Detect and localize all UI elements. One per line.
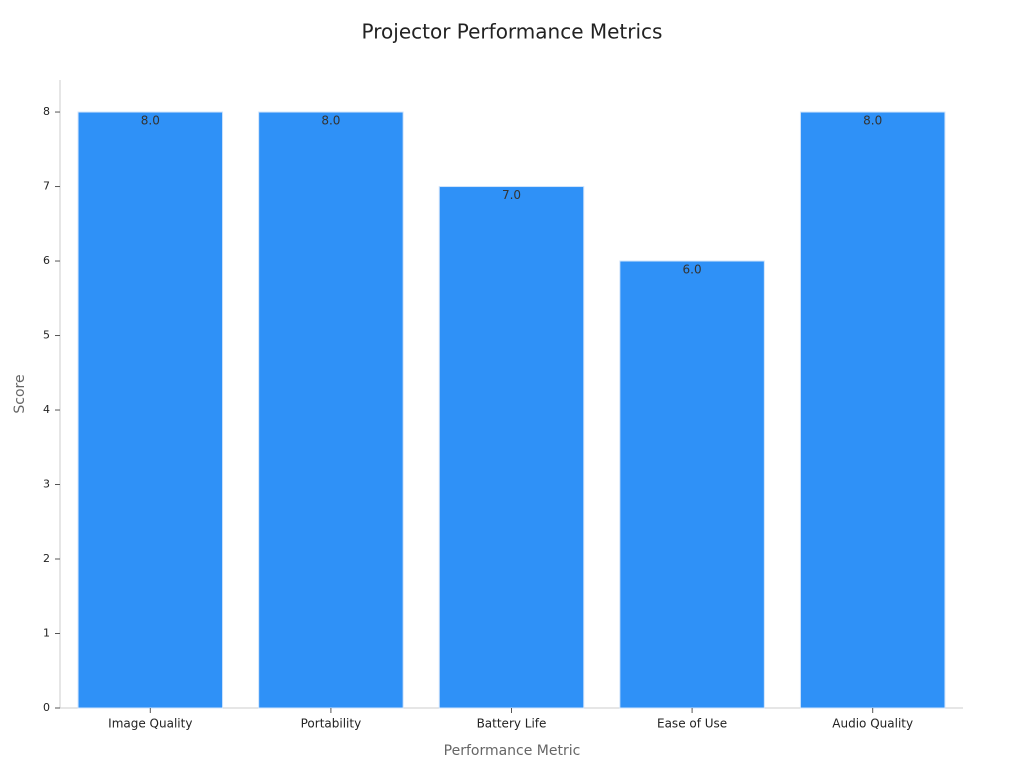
value-label: 7.0 bbox=[502, 188, 521, 202]
value-label: 6.0 bbox=[683, 263, 702, 277]
x-tick-label: Portability bbox=[301, 717, 362, 731]
bar bbox=[799, 111, 946, 709]
y-tick-label: 0 bbox=[43, 701, 50, 714]
y-tick-label: 8 bbox=[43, 105, 50, 118]
y-tick-label: 5 bbox=[43, 329, 50, 342]
y-tick-label: 3 bbox=[43, 478, 50, 491]
x-tick-label: Ease of Use bbox=[657, 717, 727, 731]
value-label: 8.0 bbox=[863, 114, 882, 128]
x-tick-label: Audio Quality bbox=[832, 717, 913, 731]
y-tick-label: 2 bbox=[43, 552, 50, 565]
bar bbox=[77, 111, 224, 709]
x-tick-label: Image Quality bbox=[108, 717, 192, 731]
y-tick-label: 6 bbox=[43, 254, 50, 267]
value-label: 8.0 bbox=[141, 114, 160, 128]
bar bbox=[258, 111, 404, 709]
x-tick-label: Battery Life bbox=[477, 717, 547, 731]
bar bbox=[619, 260, 765, 709]
y-tick-label: 1 bbox=[43, 627, 50, 640]
y-axis-label: Score bbox=[12, 374, 28, 413]
chart-title: Projector Performance Metrics bbox=[362, 20, 663, 44]
y-tick-label: 4 bbox=[43, 403, 50, 416]
bar bbox=[438, 186, 585, 709]
x-axis-label: Performance Metric bbox=[444, 743, 581, 759]
y-tick-label: 7 bbox=[43, 180, 50, 193]
value-label: 8.0 bbox=[321, 114, 340, 128]
